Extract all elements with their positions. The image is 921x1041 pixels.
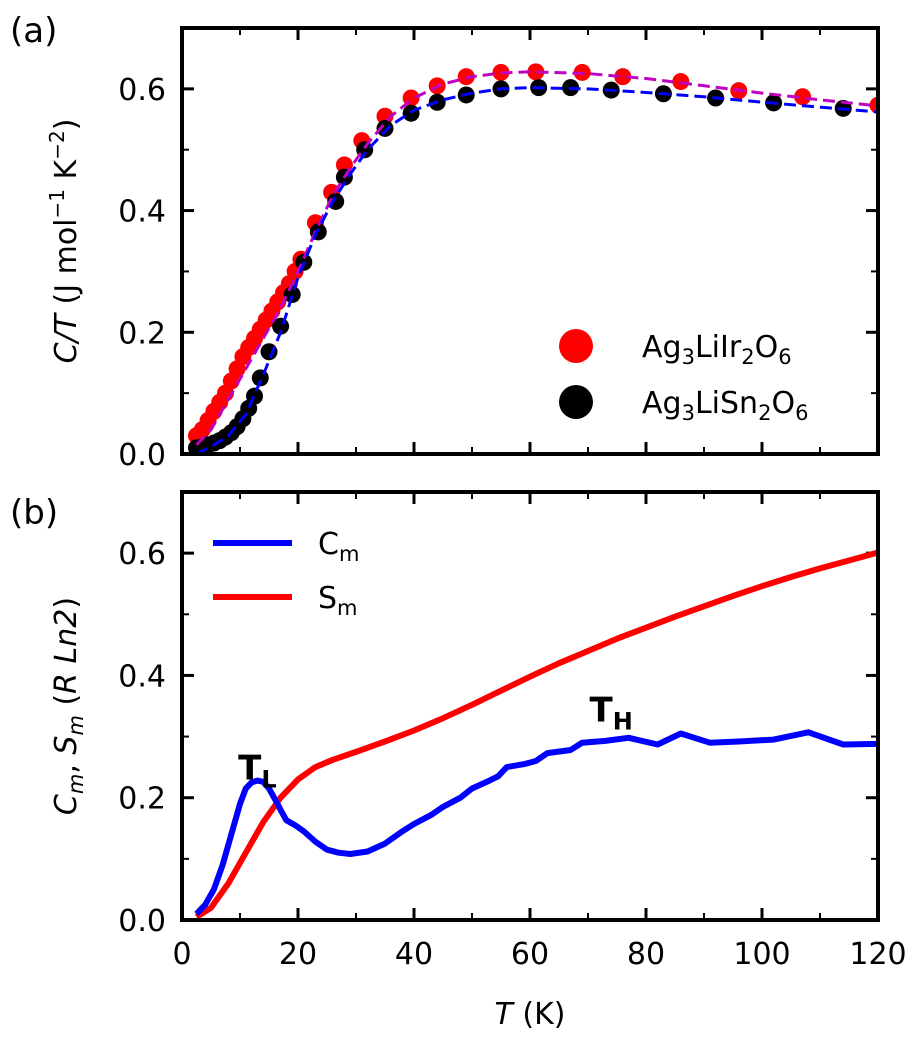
y-tick-label: 0.0	[118, 438, 166, 473]
ir-point	[614, 68, 632, 86]
panel-a-ylabel: C/T (J mol−1 K−2)	[45, 119, 84, 364]
panel-b-ylabel: Cm, Sm (R Ln2)	[49, 597, 88, 815]
sn-fit-line	[195, 86, 878, 454]
legend-marker-sn	[559, 385, 593, 419]
panel-b-legend: Cm Sm	[213, 527, 359, 620]
annotation-tl: TL	[238, 748, 277, 793]
x-tick-label: 80	[627, 937, 665, 972]
y-tick-label: 0.2	[118, 782, 166, 817]
panel-a-label: (a)	[10, 11, 57, 51]
x-tick-label: 40	[395, 937, 433, 972]
cm-line	[194, 729, 878, 916]
x-tick-label: 20	[279, 937, 317, 972]
legend-label-ir: Ag3LiIr2O6	[642, 330, 792, 369]
sn-point	[260, 343, 278, 361]
ir-point	[527, 63, 545, 81]
panel-a-plot: 0.0 0.2 0.4 0.6	[118, 26, 880, 473]
y-tick-label: 0.4	[118, 195, 166, 230]
panel-b-frame	[180, 490, 880, 922]
legend-label-sn: Ag3LiSn2O6	[642, 386, 808, 425]
sn-point	[376, 119, 394, 137]
y-tick-label: 0.2	[118, 316, 166, 351]
ir-point	[794, 88, 812, 106]
panel-b-plot: 0 20 40 60 80 100 120 0.0 0.2 0.4 0.6	[118, 490, 907, 972]
panel-b-data	[194, 549, 878, 920]
sm-line	[194, 549, 878, 920]
ir-point	[376, 107, 394, 125]
y-tick-label: 0.6	[118, 537, 166, 572]
panel-b-ticks: 0 20 40 60 80 100 120 0.0 0.2 0.4 0.6	[118, 492, 907, 972]
annotation-th: TH	[590, 690, 633, 735]
legend-label-cm: Cm	[318, 527, 359, 566]
ir-point	[869, 96, 878, 114]
y-tick-label: 0.4	[118, 659, 166, 694]
x-tick-label: 120	[849, 937, 906, 972]
panel-b-label: (b)	[10, 493, 58, 533]
legend-label-sm: Sm	[318, 581, 358, 620]
x-tick-label: 0	[172, 937, 191, 972]
x-tick-label: 100	[733, 937, 790, 972]
x-axis-label: T (K)	[495, 997, 566, 1032]
sn-point	[246, 387, 263, 405]
y-tick-label: 0.0	[118, 904, 166, 939]
legend-marker-ir	[559, 329, 593, 363]
ir-fit-line	[195, 70, 878, 446]
y-tick-label: 0.6	[118, 73, 166, 108]
panel-a-legend: Ag3LiIr2O6 Ag3LiSn2O6	[559, 329, 808, 425]
panel-a-frame	[180, 26, 880, 456]
panel-a-data	[188, 63, 878, 454]
x-tick-label: 60	[511, 937, 549, 972]
